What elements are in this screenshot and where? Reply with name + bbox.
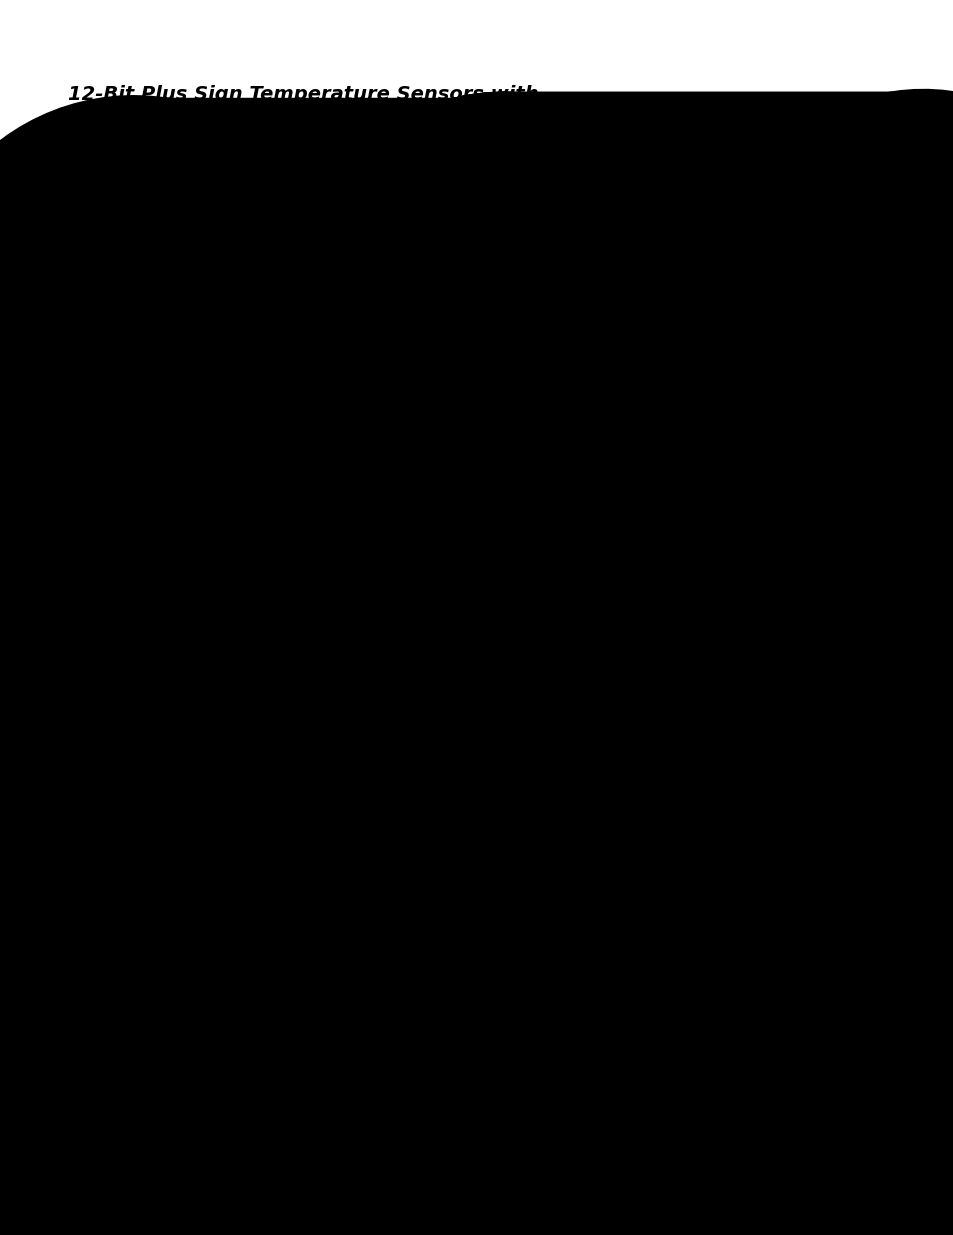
Text: A1: A1 [631,1053,643,1062]
Text: A2: A2 [581,469,593,478]
Circle shape [456,885,462,890]
Text: ADC: ADC [321,814,337,823]
Circle shape [236,803,243,809]
Text: SMBus/I²C-Compatible Serial Interface: SMBus/I²C-Compatible Serial Interface [68,112,488,131]
Text: 12 BIT + SIGN: 12 BIT + SIGN [303,315,356,324]
Text: TEMPERATURE: TEMPERATURE [283,979,338,988]
Circle shape [227,722,233,727]
Text: 8: 8 [50,1187,58,1199]
Circle shape [307,722,313,727]
Text: TEMPERATURE: TEMPERATURE [282,389,337,399]
Circle shape [494,827,499,832]
Bar [148,380,537,408]
Text: 12-Bit Plus Sign Temperature Sensors with: 12-Bit Plus Sign Temperature Sensors wit… [68,85,538,105]
Bar [148,969,587,998]
Text: SDA: SDA [581,414,600,422]
Circle shape [456,322,462,329]
Circle shape [456,808,462,814]
Text: V$_{\rm CC}$: V$_{\rm CC}$ [303,677,320,690]
Text: A0: A0 [631,1037,643,1046]
Text: 12 BIT + SIGN: 12 BIT + SIGN [303,800,356,809]
Text: T$_{\rm LOW}$: T$_{\rm LOW}$ [399,388,418,400]
Circle shape [347,772,353,778]
Circle shape [585,317,592,324]
Text: T$_{\rm HIGH}$: T$_{\rm HIGH}$ [483,388,503,400]
Text: CMP: CMP [464,821,481,830]
Text: CMP: CMP [464,772,481,781]
Text: SMBus INTERFACE: SMBus INTERFACE [323,1035,412,1046]
Bar [148,408,537,488]
Text: Figure 6. MAX6634 Functional Diagram: Figure 6. MAX6634 Functional Diagram [63,624,267,634]
Circle shape [456,342,462,348]
Text: A1: A1 [581,456,594,464]
Circle shape [347,272,353,278]
Text: ALERT: ALERT [640,315,671,325]
Text: CMP: CMP [464,277,481,285]
Polygon shape [192,350,208,366]
Text: SMBus INTERFACE: SMBus INTERFACE [298,443,387,453]
Text: CMP: CMP [464,336,481,346]
Text: CMP: CMP [464,872,481,881]
Circle shape [456,827,462,832]
Circle shape [585,794,592,800]
Text: SCL: SCL [581,427,598,436]
Bar [148,998,587,1083]
Bar [58,648,917,1136]
Text: MAX6633/MAX6634/MAX6635: MAX6633/MAX6634/MAX6635 [15,519,29,715]
Text: T$_{\rm LOW}$: T$_{\rm LOW}$ [465,978,484,990]
Text: A0: A0 [581,441,594,451]
Text: ALERT: ALERT [634,864,663,876]
Circle shape [307,222,313,228]
Text: T$_{\rm HIGH}$: T$_{\rm HIGH}$ [539,978,558,990]
Text: T$_{\rm MAX}$: T$_{\rm MAX}$ [394,978,412,990]
Text: CONFIGURATION: CONFIGURATION [170,979,233,988]
Text: V$_{\rm CC}$: V$_{\rm CC}$ [303,177,320,190]
Text: ADC: ADC [321,327,337,336]
Text: OVERT: OVERT [634,792,666,802]
Circle shape [236,317,243,324]
Polygon shape [192,818,208,834]
Circle shape [227,222,233,228]
Bar [58,149,917,615]
Text: MAXIM: MAXIM [884,1184,953,1202]
Text: CONFIGURATION: CONFIGURATION [169,389,232,399]
Text: SCL: SCL [631,1021,648,1030]
Text: Figure 7. MAX6635 Functional Diagram: Figure 7. MAX6635 Functional Diagram [63,1145,267,1155]
Text: SDA: SDA [631,1005,650,1014]
Circle shape [585,867,592,873]
